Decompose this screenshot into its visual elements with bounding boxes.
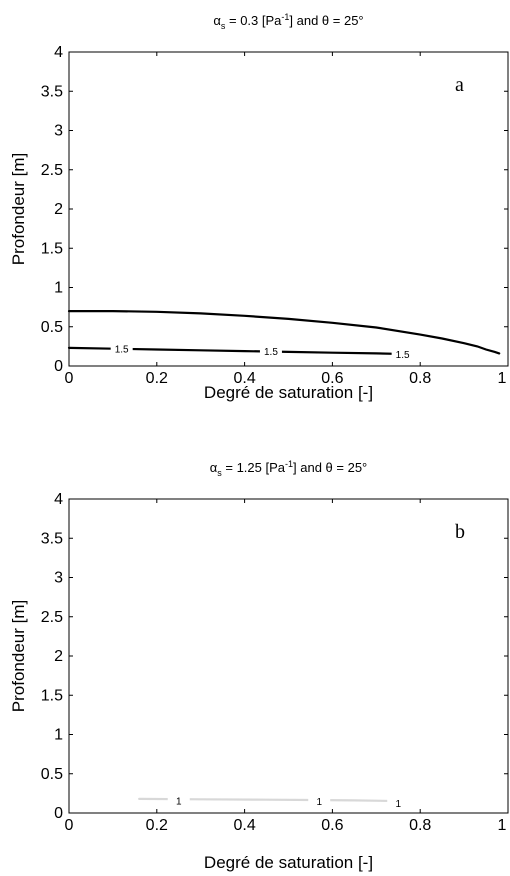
contour-label: 1 — [316, 797, 322, 808]
y-tick-label: 0 — [54, 805, 63, 822]
y-tick-label: 2 — [54, 201, 63, 218]
series-line-1 — [138, 797, 409, 803]
panel-label: b — [455, 521, 465, 543]
contour-label: 1.5 — [396, 350, 410, 361]
contour-label-bg — [167, 794, 190, 806]
contour-label: 1 — [176, 796, 182, 807]
chart-title: αs = 1.25 [Pa-1] and θ = 25° — [210, 459, 368, 478]
y-tick-label: 1 — [54, 727, 63, 744]
x-tick-label: 0.6 — [321, 370, 343, 387]
chart-title: αs = 0.3 [Pa-1] and θ = 25° — [213, 12, 363, 31]
x-tick-label: 0.8 — [409, 817, 431, 834]
panel-label: a — [455, 74, 464, 96]
x-tick-label: 0.4 — [233, 370, 255, 387]
y-tick-label: 1.5 — [41, 240, 63, 257]
chart-panel-b: αs = 1.25 [Pa-1] and θ = 25° 0 0.2 0.4 0.6 0.… — [9, 459, 509, 872]
y-tick-label: 2 — [54, 648, 63, 665]
contour-label-bg — [110, 342, 133, 354]
axes-box — [68, 498, 509, 814]
y-tick-label: 1.5 — [41, 687, 63, 704]
y-tick-label: 3.5 — [41, 530, 63, 547]
y-tick-label: 0.5 — [41, 766, 63, 783]
x-axis-label: Degré de saturation [-] — [204, 383, 373, 402]
y-tick-label: 2.5 — [41, 609, 63, 626]
y-axis-label: Profondeur [m] — [9, 600, 28, 712]
x-tick-label: 1 — [498, 817, 507, 834]
y-tick-label: 2.5 — [41, 162, 63, 179]
y-axis-label: Profondeur [m] — [9, 153, 28, 265]
x-axis-label: Degré de saturation [-] — [204, 853, 373, 872]
contour-label-bg — [387, 796, 410, 808]
y-tick-label: 3 — [54, 570, 63, 587]
x-tick-label: 0.2 — [146, 817, 168, 834]
y-tick-label: 3 — [54, 123, 63, 140]
x-tick-label: 0 — [65, 817, 74, 834]
y-tick-label: 1 — [54, 280, 63, 297]
contour-label: 1 — [395, 799, 401, 810]
x-tick-label: 1 — [498, 370, 507, 387]
x-tick-label: 0.8 — [409, 370, 431, 387]
x-tick-label: 0.2 — [146, 370, 168, 387]
chart-panel-a: αs = 0.3 [Pa-1] and θ = 25° 0 0.2 0.4 0.6 0.8… — [9, 12, 509, 402]
x-tick-label: 0.6 — [321, 817, 343, 834]
series-line-1 — [67, 310, 501, 355]
contour-label: 1.5 — [115, 345, 129, 356]
y-tick-label: 0 — [54, 358, 63, 375]
contour-label: 1.5 — [264, 347, 278, 358]
contour-label-bg — [259, 345, 282, 357]
y-tick-label: 4 — [54, 44, 63, 61]
contour-label-bg — [308, 795, 331, 807]
y-tick-label: 0.5 — [41, 319, 63, 336]
x-tick-label: 0 — [65, 370, 74, 387]
y-tick-label: 3.5 — [41, 83, 63, 100]
contour-label-bg — [391, 348, 414, 360]
x-tick-label: 0.4 — [233, 817, 255, 834]
y-tick-label: 4 — [54, 491, 63, 508]
